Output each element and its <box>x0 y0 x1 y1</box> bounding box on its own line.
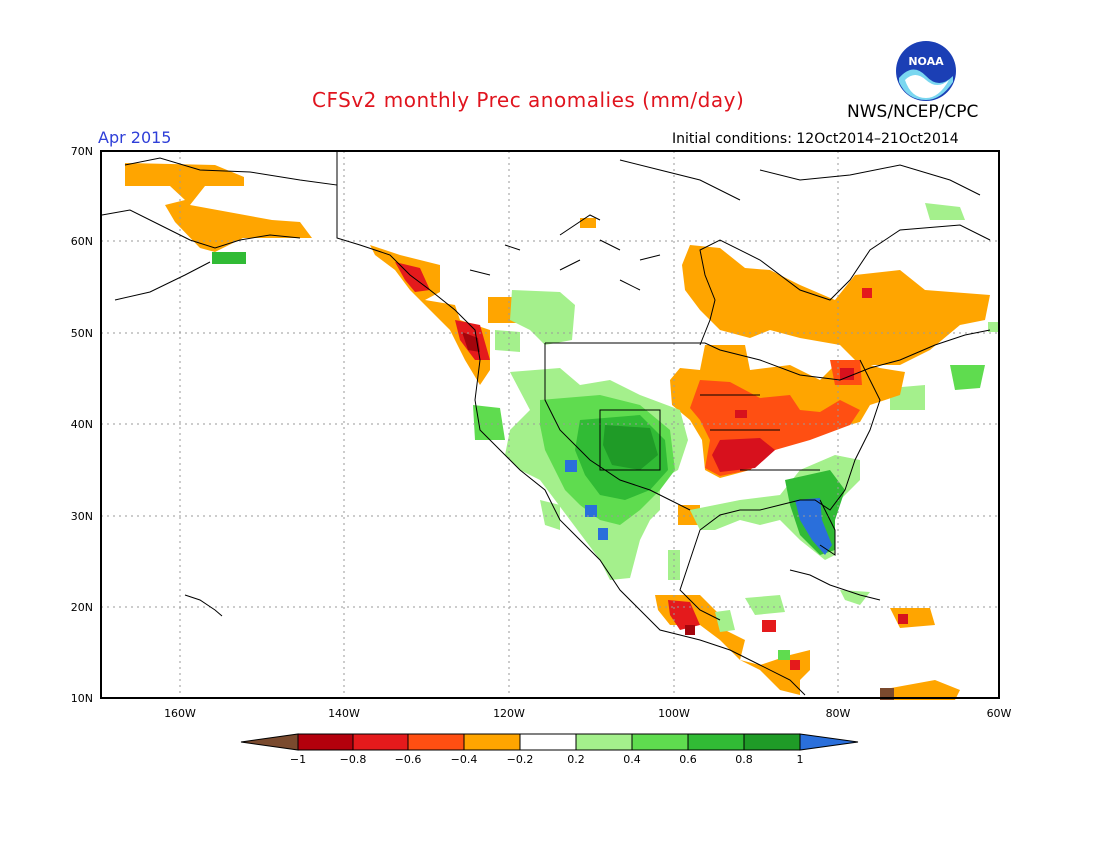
lon-label: 160W <box>164 707 196 720</box>
lat-label: 40N <box>71 418 93 431</box>
colorbar-segment <box>463 733 521 751</box>
lon-label: 120W <box>493 707 525 720</box>
graticule <box>101 151 999 698</box>
lat-label: 10N <box>71 692 93 705</box>
colorbar-segment <box>687 733 745 751</box>
anomaly-fill-layer <box>125 163 1000 700</box>
colorbar-label: −0.4 <box>451 753 478 766</box>
map-title: CFSv2 monthly Prec anomalies (mm/day) <box>312 88 745 112</box>
lon-label: 60W <box>987 707 1012 720</box>
colorbar-segment <box>297 733 354 751</box>
colorbar-segment <box>240 733 299 751</box>
colorbar-segment <box>407 733 465 751</box>
lat-label: 70N <box>71 145 93 158</box>
lat-axis-labels: 70N 60N 50N 40N 30N 20N 10N <box>71 145 93 705</box>
lat-label: 50N <box>71 327 93 340</box>
noaa-logo-text: NOAA <box>908 55 944 68</box>
colorbar-segment <box>519 733 577 751</box>
agency-label: NWS/NCEP/CPC <box>847 102 979 122</box>
lon-label: 140W <box>328 707 360 720</box>
colorbar-label: −0.6 <box>395 753 422 766</box>
colorbar-label: −1 <box>290 753 306 766</box>
colorbar-label: 0.2 <box>567 753 585 766</box>
lat-label: 60N <box>71 235 93 248</box>
lat-label: 30N <box>71 510 93 523</box>
colorbar-label: 1 <box>797 753 804 766</box>
lon-axis-labels: 160W 140W 120W 100W 80W 60W <box>164 707 1011 720</box>
colorbar-label: 0.4 <box>623 753 641 766</box>
colorbar-label: 0.8 <box>735 753 753 766</box>
colorbar-labels: −1 −0.8 −0.6 −0.4 −0.2 0.2 0.4 0.6 0.8 1 <box>290 753 804 766</box>
colorbar-label: −0.2 <box>507 753 534 766</box>
colorbar-label: 0.6 <box>679 753 697 766</box>
forecast-month: Apr 2015 <box>98 128 172 147</box>
lon-label: 100W <box>658 707 690 720</box>
colorbar-segment <box>352 733 409 751</box>
lat-label: 20N <box>71 601 93 614</box>
colorbar-segment <box>743 733 801 751</box>
noaa-logo: NOAA <box>895 40 957 102</box>
colorbar-segment <box>799 733 859 751</box>
initial-conditions: Initial conditions: 12Oct2014–21Oct2014 <box>672 131 959 147</box>
coastlines <box>101 152 991 696</box>
lon-label: 80W <box>826 707 851 720</box>
colorbar-label: −0.8 <box>340 753 367 766</box>
colorbar-segment <box>631 733 689 751</box>
map-frame <box>100 150 1000 699</box>
colorbar-segment <box>575 733 633 751</box>
colorbar <box>240 733 859 751</box>
